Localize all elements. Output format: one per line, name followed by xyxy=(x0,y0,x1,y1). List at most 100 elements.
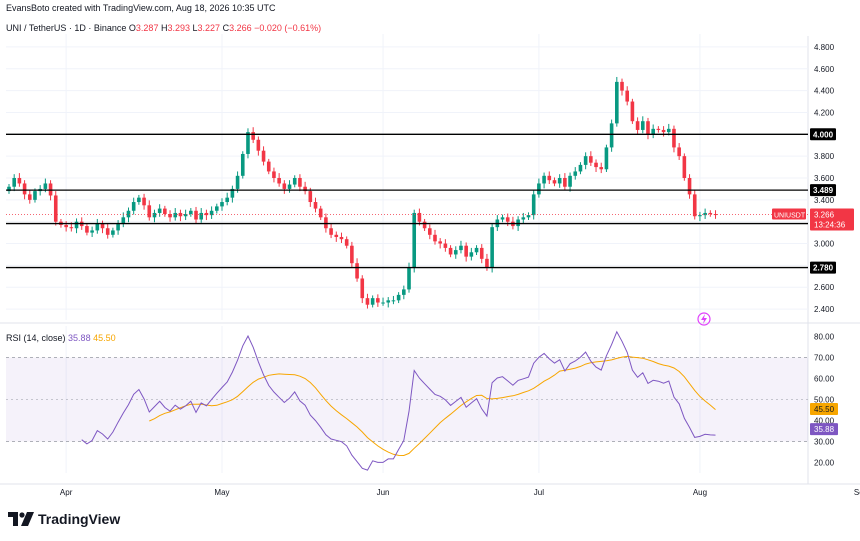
candle xyxy=(209,206,214,219)
candle xyxy=(178,209,183,222)
candle xyxy=(303,181,307,195)
candle xyxy=(568,172,572,192)
candle-body xyxy=(563,178,567,187)
time-axis-label: Jul xyxy=(534,488,544,497)
candle xyxy=(672,125,676,153)
candle xyxy=(485,253,489,271)
last-price-tag xyxy=(810,208,854,231)
candle-body xyxy=(427,228,432,235)
candle xyxy=(479,244,484,264)
candle-body xyxy=(646,121,650,135)
candle-body xyxy=(121,217,126,224)
candle xyxy=(526,212,531,221)
candle xyxy=(412,209,417,273)
candle xyxy=(386,297,391,308)
candle-body xyxy=(370,298,375,305)
candle-body xyxy=(111,230,115,235)
candle-body xyxy=(526,215,531,218)
candle xyxy=(163,205,167,217)
candle xyxy=(677,143,681,160)
price-axis-label: 3.400 xyxy=(814,196,835,205)
candle xyxy=(557,174,562,188)
candle-body xyxy=(459,245,463,251)
candle-body xyxy=(256,139,261,151)
candle-body xyxy=(53,195,58,222)
candle-body xyxy=(630,101,635,122)
price-axis-label: 4.400 xyxy=(814,87,835,96)
candle-body xyxy=(189,210,193,215)
candle xyxy=(620,78,624,96)
candle-body xyxy=(137,197,141,203)
rsi-axis-label: 70.00 xyxy=(814,354,835,363)
candle-body xyxy=(272,171,276,178)
candle-body xyxy=(381,302,385,304)
rsi-ma-legend-value: 45.50 xyxy=(93,333,116,343)
candle xyxy=(308,187,313,207)
candle-body xyxy=(391,300,396,302)
candle xyxy=(95,218,100,234)
candle xyxy=(625,86,630,106)
candle-body xyxy=(126,210,131,218)
candle xyxy=(521,212,526,224)
price-axis-label: 3.000 xyxy=(814,240,835,249)
candle xyxy=(256,136,261,156)
candle xyxy=(402,285,406,300)
candle xyxy=(147,200,152,221)
candle xyxy=(240,151,245,179)
candle-body xyxy=(324,217,328,229)
candle xyxy=(53,191,58,226)
candle xyxy=(640,116,645,134)
candle-body xyxy=(433,234,437,242)
candle-body xyxy=(204,212,209,216)
candle xyxy=(27,190,32,204)
rsi-tag xyxy=(810,423,838,436)
candle-body xyxy=(355,263,359,279)
candle-body xyxy=(609,123,614,148)
price-axis-label: 3.600 xyxy=(814,174,835,183)
candle-body xyxy=(557,178,562,184)
candle xyxy=(537,178,541,198)
candle-body xyxy=(194,210,198,220)
candle-body xyxy=(640,121,645,130)
rsi-axis-label: 40.00 xyxy=(814,417,835,426)
candle xyxy=(74,218,79,234)
symbol-tag xyxy=(772,208,806,220)
candle xyxy=(90,226,94,237)
tradingview-logo[interactable]: TradingView xyxy=(8,511,120,527)
candle xyxy=(427,224,432,240)
candle xyxy=(552,177,557,187)
candle xyxy=(500,214,505,223)
rsi-title[interactable]: RSI (14, close) xyxy=(6,333,66,343)
candle-body xyxy=(396,294,401,301)
price-axis-label: 4.600 xyxy=(814,65,835,74)
candle-body xyxy=(173,212,178,218)
candle xyxy=(656,126,661,133)
candle-body xyxy=(147,205,152,218)
candle xyxy=(318,205,323,221)
candle-body xyxy=(474,247,479,253)
candle xyxy=(698,211,702,222)
candle-body xyxy=(666,128,671,133)
candle-body xyxy=(292,178,297,185)
candle xyxy=(474,245,479,256)
candle xyxy=(547,171,552,185)
low-value: 3.227 xyxy=(197,23,221,33)
candle-body xyxy=(287,184,292,189)
candle-body xyxy=(329,228,333,235)
rsi-tag-label: 35.88 xyxy=(814,425,835,434)
candle-body xyxy=(417,212,422,222)
candle xyxy=(563,173,567,191)
candle xyxy=(173,208,178,221)
symbol-name[interactable]: UNI / TetherUS · 1D · Binance xyxy=(6,23,127,33)
candle-body xyxy=(17,178,22,184)
price-axis-label: 2.600 xyxy=(814,283,835,292)
candle-body xyxy=(407,267,411,290)
candle xyxy=(189,208,193,217)
high-value: 3.293 xyxy=(167,23,190,33)
level-tag-label: 4.000 xyxy=(813,130,834,139)
candle xyxy=(708,210,713,217)
candle-body xyxy=(604,147,609,170)
level-tag xyxy=(810,184,836,197)
candle-body xyxy=(209,210,214,216)
